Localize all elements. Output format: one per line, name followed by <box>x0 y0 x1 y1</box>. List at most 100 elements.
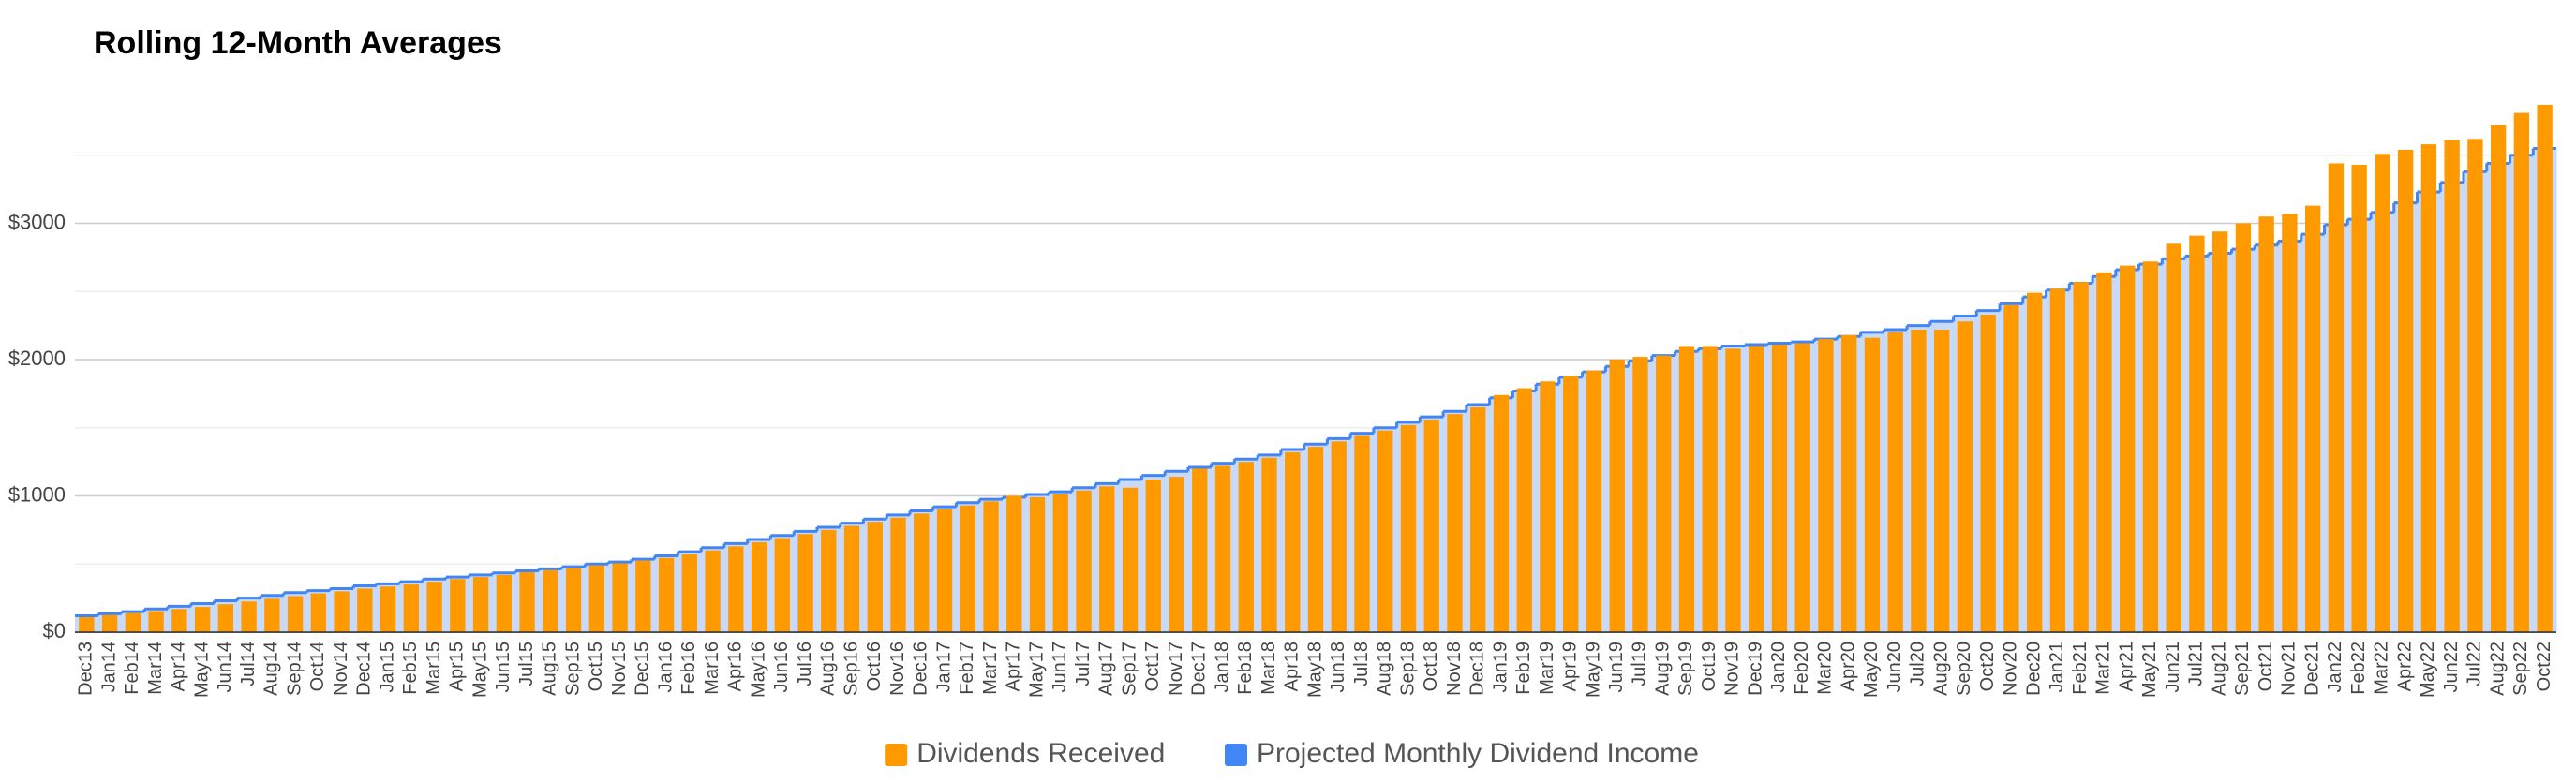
bar <box>1540 381 1556 632</box>
x-tick-label: Oct16 <box>864 642 885 691</box>
y-tick-label: $1000 <box>8 482 66 506</box>
bar <box>2444 140 2460 632</box>
bar <box>1423 420 1439 632</box>
bar <box>1331 441 1347 632</box>
bar <box>1377 430 1393 632</box>
x-tick-label: Feb14 <box>122 642 142 695</box>
x-tick-label: Oct14 <box>307 642 328 691</box>
bar <box>1238 462 1254 632</box>
bar <box>2120 265 2136 632</box>
x-tick-label: May21 <box>2139 642 2160 698</box>
bar <box>565 568 582 632</box>
x-tick-label: Oct20 <box>1977 642 1998 691</box>
x-tick-label: Dec18 <box>1467 642 1488 696</box>
bar <box>728 546 744 632</box>
x-tick-label: Jan20 <box>1768 642 1789 693</box>
bar <box>217 604 234 632</box>
bar <box>2304 205 2321 632</box>
bar <box>101 614 118 632</box>
bar <box>2490 125 2507 633</box>
x-tick-label: Dec17 <box>1189 642 1210 696</box>
x-tick-label: Aug19 <box>1652 642 1673 696</box>
x-tick-label: Sep16 <box>841 642 861 696</box>
bar <box>1122 487 1139 632</box>
bar <box>2351 164 2367 632</box>
x-tick-label: Apr14 <box>169 642 189 691</box>
bar <box>1029 496 1046 632</box>
bar <box>403 584 420 632</box>
x-tick-label: Feb18 <box>1235 642 1256 695</box>
bar <box>843 525 860 632</box>
x-tick-label: Jan17 <box>933 642 954 693</box>
x-tick-label: Jul19 <box>1630 642 1650 686</box>
bar <box>1099 486 1115 632</box>
x-tick-label: Sep15 <box>562 642 583 696</box>
x-tick-label: May15 <box>469 642 490 698</box>
bar <box>1771 344 1788 632</box>
x-tick-label: Jun15 <box>493 642 514 693</box>
x-tick-label: Apr19 <box>1560 642 1581 691</box>
bar <box>774 538 790 632</box>
x-tick-label: Oct21 <box>2256 642 2276 691</box>
bar <box>2375 154 2390 633</box>
bar <box>264 598 280 632</box>
bar <box>1911 329 1927 632</box>
x-tick-label: Apr16 <box>725 642 746 691</box>
x-tick-label: Nov21 <box>2279 642 2300 696</box>
x-tick-label: Mar19 <box>1537 642 1557 695</box>
bar <box>148 611 164 632</box>
bar <box>1400 424 1417 632</box>
bar <box>357 588 373 632</box>
bar <box>1516 388 1532 632</box>
x-tick-label: Jan15 <box>377 642 397 693</box>
x-tick-label: Sep20 <box>1954 642 1974 696</box>
bar <box>936 509 953 632</box>
bar <box>2166 243 2181 632</box>
x-tick-label: Jan19 <box>1490 642 1511 693</box>
x-tick-label: Dec15 <box>633 642 653 696</box>
x-tick-label: Mar14 <box>145 642 166 695</box>
x-tick-label: Nov19 <box>1722 642 1743 696</box>
bar <box>2420 144 2437 633</box>
x-tick-label: Sep22 <box>2510 642 2531 696</box>
x-tick-label: Dec21 <box>2301 642 2322 696</box>
x-tick-label: Feb21 <box>2070 642 2091 695</box>
x-tick-label: Dec14 <box>354 642 375 696</box>
bar <box>1887 332 1903 632</box>
bar <box>125 612 141 632</box>
bar <box>2027 292 2043 632</box>
x-tick-label: Jul14 <box>238 642 259 686</box>
bar <box>2049 288 2066 632</box>
bar <box>2258 216 2274 632</box>
bar <box>2142 261 2159 632</box>
bar <box>2003 304 2019 632</box>
bar <box>287 596 304 632</box>
x-tick-label: Jul15 <box>516 642 537 686</box>
x-tick-label: Sep21 <box>2232 642 2253 696</box>
bar <box>310 593 327 632</box>
bar <box>2397 149 2414 632</box>
bar <box>1307 447 1324 632</box>
bar <box>2537 104 2553 633</box>
x-tick-label: Mar20 <box>1815 642 1836 695</box>
x-tick-label: Mar17 <box>980 642 1001 695</box>
x-tick-label: Sep18 <box>1397 642 1418 696</box>
bar <box>1841 334 1857 632</box>
bar <box>1076 490 1092 632</box>
x-tick-label: Sep19 <box>1675 642 1696 696</box>
x-tick-label: Sep17 <box>1119 642 1139 696</box>
x-tick-label: Aug21 <box>2209 642 2229 696</box>
x-tick-label: Aug22 <box>2487 642 2508 696</box>
x-tick-label: Jun21 <box>2163 642 2183 693</box>
x-tick-label: May17 <box>1026 642 1047 698</box>
x-tick-label: Apr15 <box>447 642 468 691</box>
chart-title: Rolling 12-Month Averages <box>94 25 502 61</box>
x-tick-label: Apr17 <box>1004 642 1024 691</box>
x-tick-label: Jan21 <box>2047 642 2067 693</box>
bar <box>2513 112 2530 632</box>
x-tick-label: Jan18 <box>1212 642 1232 693</box>
bar <box>1749 346 1764 632</box>
x-tick-label: Oct15 <box>586 642 606 691</box>
bar <box>79 616 95 632</box>
